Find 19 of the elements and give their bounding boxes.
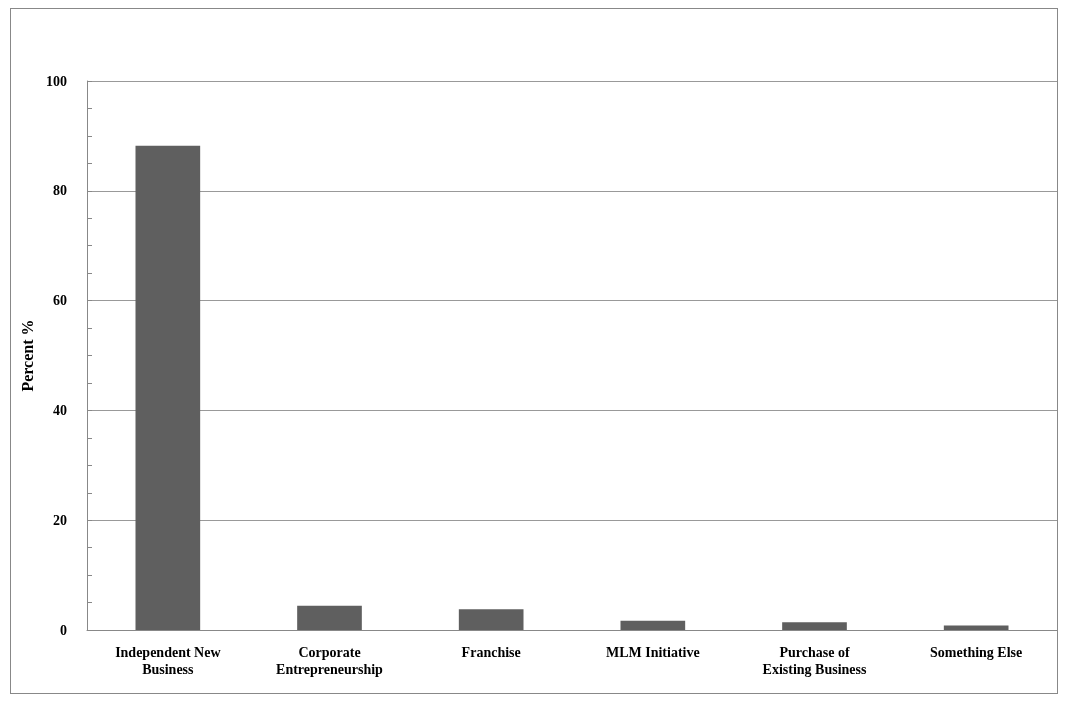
y-tick-label: 100 [46,73,67,89]
y-tick-label: 60 [53,293,67,309]
bar [943,625,1009,630]
bar [297,605,362,630]
bar [782,622,847,630]
x-tick-label: MLM Initiative [605,645,700,660]
y-axis-title: Percent % [18,319,36,392]
x-tick-label: Something Else [930,645,1023,660]
x-tick-label: Independent New Business [115,645,222,677]
x-tick-label: Corporate Entrepreneurship [276,645,384,677]
bar [458,609,524,630]
y-tick-label: 40 [53,402,67,418]
bar [135,145,201,630]
y-tick-label: 0 [60,622,67,638]
x-tick-label: Purchase of Existing Business [762,645,867,677]
y-tick-label: 80 [53,183,67,199]
bar [620,620,686,630]
y-tick-label: 20 [53,512,67,528]
x-tick-label: Franchise [461,645,521,660]
